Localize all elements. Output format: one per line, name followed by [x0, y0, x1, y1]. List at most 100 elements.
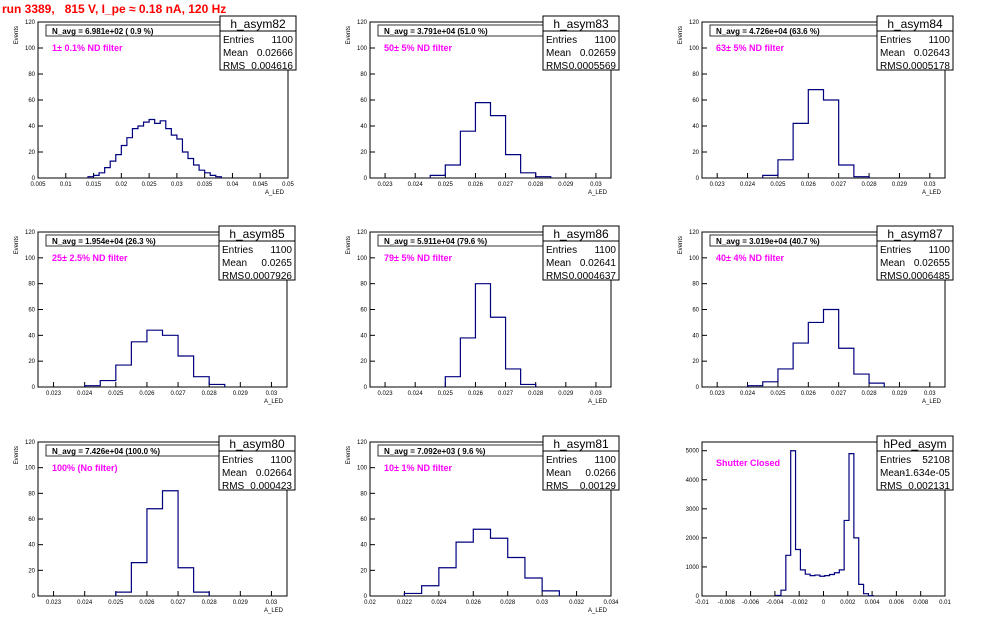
y-tick-label: 40 [28, 124, 35, 130]
stat-label-entries: Entries [880, 245, 911, 256]
x-tick-label: 0.024 [77, 391, 93, 397]
stats-box [542, 225, 620, 281]
navg-label: N_avg = 7.092e+03 ( 9.6 %) [384, 447, 486, 456]
y-tick-label: 100 [689, 256, 700, 262]
x-axis-label: A_LED [922, 190, 942, 196]
stat-label-mean: Mean [880, 258, 905, 269]
x-tick-label: 0.023 [710, 182, 726, 188]
y-tick-label: 40 [692, 333, 699, 339]
stat-value-mean: 0.02655 [914, 258, 951, 269]
filter-label: 25± 2.5% ND filter [52, 253, 128, 263]
stat-value-mean: -1.634e-05 [902, 468, 951, 479]
stat-value-entries: 1100 [594, 35, 616, 46]
y-tick-label: 20 [692, 150, 699, 156]
stat-label-mean: Mean [222, 468, 247, 479]
y-tick-label: 100 [25, 466, 36, 472]
x-tick-label: 0.027 [831, 182, 847, 188]
x-tick-label: 0.005 [30, 182, 46, 188]
stat-value-mean: 0.02664 [256, 468, 293, 479]
stats-box [876, 15, 954, 71]
x-tick-label: 0.024 [431, 600, 447, 606]
histogram-line [403, 528, 560, 596]
stat-label-entries: Entries [880, 35, 911, 46]
x-tick-label: 0.03 [590, 182, 602, 188]
y-tick-label: 0 [696, 594, 700, 600]
y-tick-label: 120 [25, 230, 36, 236]
y-tick-label: 60 [692, 308, 699, 314]
y-tick-label: 100 [357, 466, 368, 472]
x-tick-label: 0.03 [536, 600, 548, 606]
x-tick-label: 0.035 [197, 182, 213, 188]
stat-label-rms: RMS [222, 271, 245, 282]
histogram-panel-h_asym82: 0 20 40 60 80 100 120 0.005 0.01 0.015 0.02 0.025 0.… [14, 15, 297, 196]
filter-label: 10± 1% ND filter [384, 463, 452, 473]
y-tick-label: 20 [28, 568, 35, 574]
stat-value-mean: 0.0266 [585, 468, 616, 479]
x-axis-label: A_LED [588, 608, 608, 614]
stat-value-entries: 1100 [928, 35, 950, 46]
y-tick-label: 20 [692, 359, 699, 365]
x-tick-label: 0.006 [889, 600, 905, 606]
histogram-panel-h_asym86: 0 20 40 60 80 100 120 0.023 0.024 0.025 0.026 0.027… [346, 225, 620, 405]
y-tick-label: 0 [364, 594, 368, 600]
x-tick-label: 0.029 [558, 182, 574, 188]
y-tick-label: 80 [360, 282, 367, 288]
stat-value-entries: 1100 [271, 35, 293, 46]
x-tick-label: 0.028 [202, 600, 218, 606]
y-tick-label: 20 [28, 150, 35, 156]
x-axis-label: A_LED [265, 190, 285, 196]
x-tick-label: 0.03 [924, 182, 936, 188]
stat-value-rms: 0.0004637 [569, 271, 617, 282]
y-axis-label: Events [346, 236, 352, 254]
stat-label-mean: Mean [223, 48, 248, 59]
histogram-name: h_asym86 [553, 227, 609, 241]
histogram-name: h_asym81 [553, 437, 609, 451]
x-tick-label: 0.022 [397, 600, 413, 606]
x-tick-label: -0.008 [718, 600, 736, 606]
y-tick-label: 60 [28, 308, 35, 314]
y-tick-label: 80 [360, 491, 367, 497]
histogram-panel-h_asym85: 0 20 40 60 80 100 120 0.023 0.024 0.025 0.026 0.027… [14, 225, 296, 405]
stat-label-rms: RMS [880, 481, 903, 492]
y-tick-label: 0 [364, 176, 368, 182]
y-tick-label: 40 [360, 124, 367, 130]
y-tick-label: 100 [689, 46, 700, 52]
stat-value-entries: 52108 [922, 455, 950, 466]
x-tick-label: 0.026 [139, 600, 155, 606]
stats-box [542, 15, 620, 71]
stat-label-mean: Mean [546, 48, 571, 59]
histogram-line [762, 89, 870, 178]
x-tick-label: 0.024 [740, 391, 756, 397]
x-tick-label: 0.027 [831, 391, 847, 397]
stats-box [218, 225, 296, 281]
x-tick-label: 0.01 [60, 182, 72, 188]
histogram-name: h_asym87 [887, 227, 943, 241]
x-tick-label: 0.03 [924, 391, 936, 397]
y-tick-label: 100 [25, 46, 36, 52]
stats-box [219, 15, 297, 71]
stat-label-mean: Mean [546, 258, 571, 269]
x-tick-label: 0.026 [801, 391, 817, 397]
x-tick-label: 0.026 [801, 182, 817, 188]
y-tick-label: 0 [364, 385, 368, 391]
histogram-line [84, 329, 226, 387]
x-tick-label: 0.015 [86, 182, 102, 188]
x-tick-label: 0.029 [892, 182, 908, 188]
filter-label: 100% (No filter) [52, 463, 118, 473]
y-tick-label: 40 [692, 124, 699, 130]
y-tick-label: 40 [360, 333, 367, 339]
y-tick-label: 4000 [686, 478, 700, 484]
run-title: run 3389, 815 V, I_pe ≈ 0.18 nA, 120 Hz [2, 2, 227, 16]
y-tick-label: 0 [32, 176, 36, 182]
y-axis-label: Events [14, 446, 20, 464]
y-tick-label: 0 [32, 594, 36, 600]
stat-value-mean: 0.0265 [261, 258, 292, 269]
y-tick-label: 80 [28, 72, 35, 78]
x-tick-label: 0.023 [710, 391, 726, 397]
x-axis-label: A_LED [588, 399, 608, 405]
filter-label: 40± 4% ND filter [716, 253, 784, 263]
navg-label: N_avg = 3.019e+04 (40.7 %) [716, 237, 820, 246]
histogram-line [444, 283, 537, 387]
y-tick-label: 40 [28, 333, 35, 339]
y-tick-label: 80 [692, 282, 699, 288]
